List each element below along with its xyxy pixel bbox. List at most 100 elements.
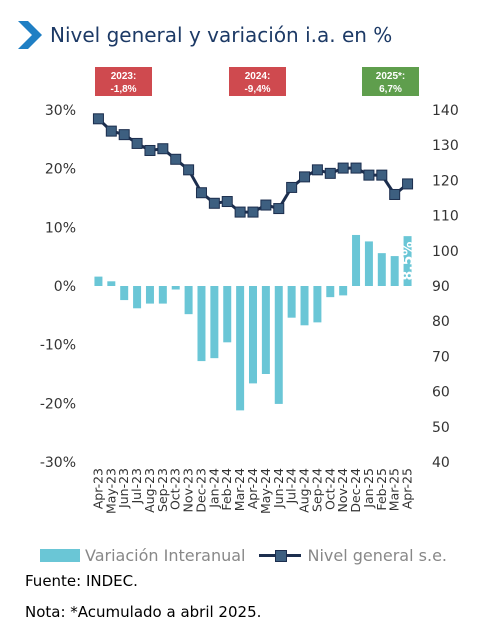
line-marker — [118, 129, 130, 141]
line-marker — [195, 187, 207, 199]
bar — [197, 286, 206, 362]
x-tick-label: Apr-23 — [90, 468, 105, 509]
annotation-value: 6,7% — [379, 84, 402, 95]
bar — [120, 286, 129, 301]
line-marker — [92, 113, 104, 125]
source-note: Fuente: INDEC. — [25, 572, 138, 590]
y-right-tick-label: 130 — [432, 138, 459, 154]
bar — [236, 286, 245, 411]
annotation-year: 2025*: — [376, 71, 405, 82]
bar — [313, 286, 322, 323]
annotation-group: 2023: -1,8% 2024: -9,4% 2025*: 6,7% — [95, 67, 419, 96]
bar — [352, 234, 361, 286]
line-marker — [389, 188, 401, 200]
bar — [94, 276, 103, 286]
x-tick-label: Jan-25 — [361, 468, 376, 509]
legend-line-swatch — [259, 549, 302, 562]
line-marker — [286, 181, 298, 193]
annotation-box — [229, 67, 286, 96]
line-marker — [221, 196, 233, 208]
annotation-year: 2024: — [245, 71, 271, 82]
y-left-tick-label: 20% — [45, 162, 76, 178]
x-tick-label: Oct-24 — [322, 468, 337, 510]
line-marker — [234, 206, 246, 218]
x-tick-label: Dec-24 — [348, 468, 363, 513]
x-tick-label: Feb-25 — [374, 468, 389, 511]
x-tick-label: Aug-24 — [297, 468, 312, 513]
bar — [287, 286, 296, 318]
line-marker — [324, 167, 336, 179]
y-axis-right: 140 130 120 110 100 90 80 70 60 50 40 — [432, 103, 459, 471]
line-marker — [337, 162, 349, 174]
line-marker — [260, 199, 272, 211]
line-marker — [105, 125, 117, 137]
annotation-box — [95, 67, 152, 96]
line-marker — [183, 164, 195, 176]
bar — [339, 286, 348, 296]
y-axis-left: 30% 20% 10% 0% -10% -20% -30% — [40, 103, 76, 471]
y-right-tick-label: 140 — [432, 103, 459, 119]
x-tick-label: Jun-23 — [116, 468, 131, 509]
y-right-tick-label: 50 — [432, 420, 450, 436]
y-left-tick-label: 10% — [45, 220, 76, 236]
legend-line-label: Nivel general s.e. — [307, 546, 447, 565]
y-right-tick-label: 60 — [432, 385, 450, 401]
bar — [326, 286, 335, 298]
y-left-tick-label: -10% — [40, 338, 76, 354]
bar — [184, 286, 193, 315]
y-right-tick-label: 120 — [432, 173, 459, 189]
annotation-value: -9,4% — [244, 84, 270, 95]
line-marker — [208, 197, 220, 209]
x-tick-label: Sep-24 — [309, 468, 324, 512]
x-tick-label: Sep-23 — [155, 468, 170, 512]
bar — [403, 236, 412, 286]
legend-bar-swatch — [40, 549, 80, 562]
y-right-tick-label: 90 — [432, 279, 450, 295]
bar — [171, 286, 180, 290]
x-tick-label: Apr-24 — [245, 468, 260, 509]
line-marker — [170, 153, 182, 165]
y-right-tick-label: 100 — [432, 244, 459, 260]
x-tick-label: Jul-23 — [129, 468, 144, 505]
bar — [261, 286, 270, 374]
x-tick-label: Mar-25 — [387, 468, 402, 511]
y-right-tick-label: 110 — [432, 209, 459, 225]
x-tick-label: Oct-23 — [168, 468, 183, 510]
bar — [158, 286, 167, 304]
x-tick-label: Jan-24 — [206, 468, 221, 509]
chart-title: Nivel general y variación i.a. en % — [50, 23, 393, 47]
bar — [249, 286, 257, 384]
line-marker — [376, 169, 388, 181]
annotation-box — [362, 67, 419, 96]
x-tick-label: Aug-23 — [142, 468, 157, 513]
y-right-tick-label: 40 — [432, 455, 450, 471]
line-marker — [273, 203, 285, 215]
legend: Variación Interanual Nivel general s.e. — [40, 546, 447, 565]
data-label-group: 8.5% — [401, 242, 417, 281]
line-marker — [363, 169, 375, 181]
x-tick-label: Jul-24 — [284, 468, 299, 505]
annotation-value: -1,8% — [110, 84, 136, 95]
x-axis-labels: Apr-23May-23Jun-23Jul-23Aug-23Sep-23Oct-… — [90, 468, 414, 514]
title-bar: Nivel general y variación i.a. en % — [18, 18, 392, 52]
bar-data-label: 8.5% — [401, 242, 417, 281]
y-right-tick-label: 70 — [432, 349, 450, 365]
y-left-tick-label: 0% — [54, 279, 76, 295]
bar — [145, 286, 154, 304]
x-tick-label: Mar-24 — [232, 468, 247, 511]
bar — [133, 286, 142, 309]
line-marker — [157, 143, 169, 155]
bar — [377, 253, 386, 286]
line-marker — [131, 137, 143, 149]
x-tick-label: Jun-24 — [271, 468, 286, 509]
line-marker — [144, 144, 156, 156]
x-tick-label: Feb-24 — [219, 468, 234, 511]
bar — [364, 241, 373, 286]
chevron-right-icon — [18, 21, 42, 49]
y-right-tick-label: 80 — [432, 314, 450, 330]
line-marker — [247, 206, 259, 218]
chart-area: 2023: -1,8% 2024: -9,4% 2025*: 6,7% 30% 20% 10%… — [40, 67, 459, 514]
y-left-tick-label: 30% — [45, 103, 76, 119]
footnote: Nota: *Acumulado a abril 2025. — [25, 603, 262, 621]
x-tick-label: Nov-23 — [181, 468, 196, 512]
